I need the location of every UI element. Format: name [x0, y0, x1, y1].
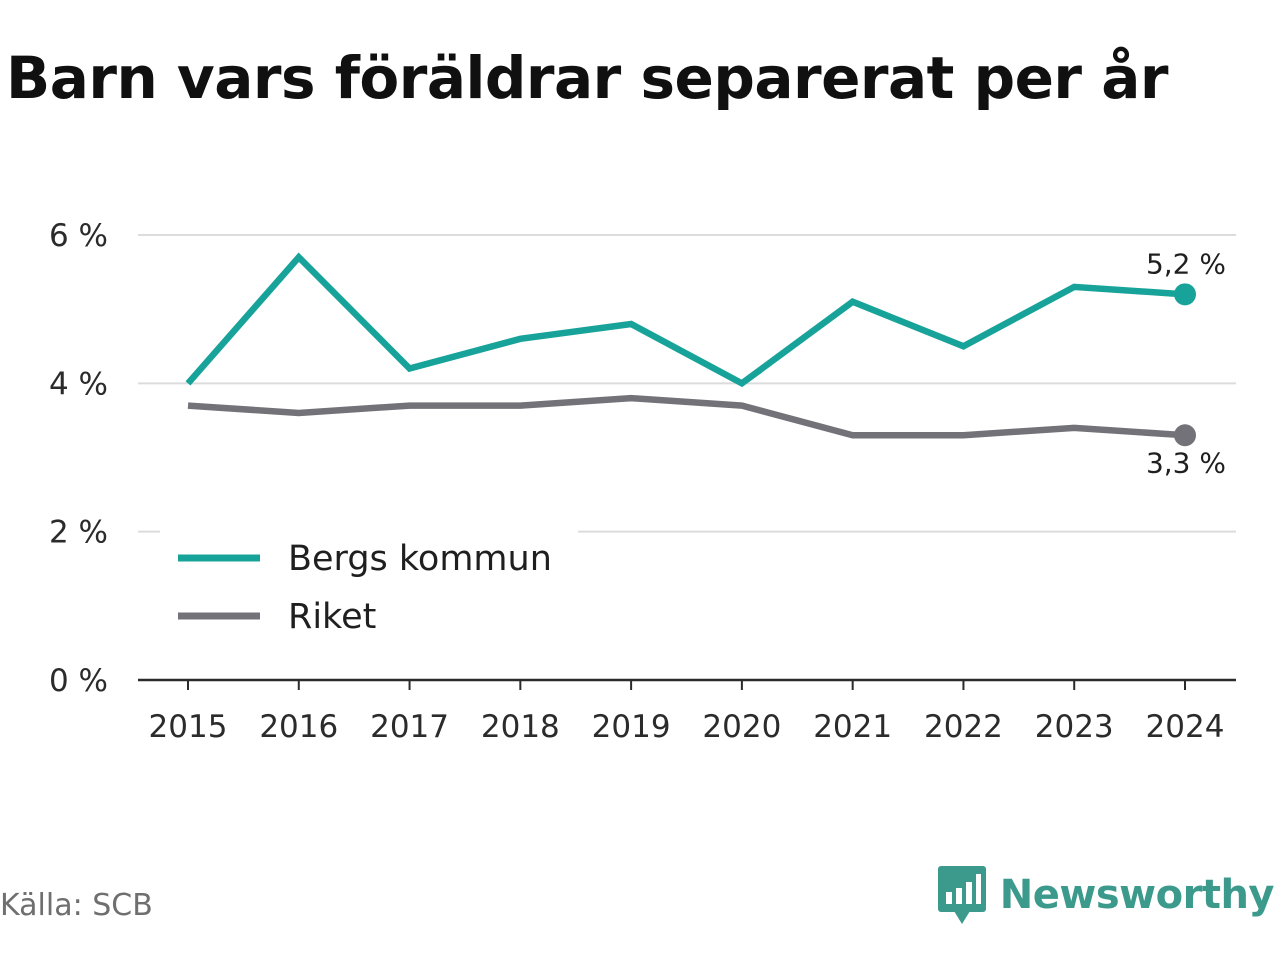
series-end-point	[1174, 424, 1196, 447]
y-tick-label: 6 %	[49, 218, 108, 254]
legend-label: Riket	[288, 597, 376, 637]
x-tick-label: 2019	[592, 709, 671, 745]
x-tick-label: 2023	[1035, 709, 1114, 745]
legend-background	[160, 529, 578, 645]
series-end-label: 5,2 %	[1146, 247, 1226, 280]
newsworthy-logo-icon	[937, 866, 986, 924]
chart-title: Barn vars föräldrar separerat per år	[6, 44, 1168, 112]
x-tick-label: 2018	[481, 709, 560, 745]
x-tick-label: 2017	[370, 709, 449, 745]
series-lines: 5,2 % 3,3 %	[185, 247, 1226, 479]
x-tick-label: 2024	[1146, 709, 1225, 745]
brand-name: Newsworthy	[999, 872, 1275, 918]
series-line	[187, 394, 1186, 439]
x-tick-label: 2020	[702, 709, 781, 745]
y-tick-label: 0 %	[49, 663, 108, 699]
brand-logo[interactable]: Newsworthy	[936, 864, 1275, 926]
x-tick-label: 2015	[149, 709, 228, 745]
series-line	[185, 252, 1186, 388]
legend-label: Bergs kommun	[288, 539, 552, 579]
x-axis: 2015 2016 2017 2018 2019 2020 2021 2022 2023 2024	[138, 678, 1236, 745]
legend: Bergs kommun Riket	[160, 529, 578, 645]
y-tick-label: 2 %	[49, 515, 108, 551]
x-tick-label: 2021	[813, 709, 892, 745]
x-tick-label: 2022	[924, 709, 1003, 745]
x-tick-label: 2016	[259, 709, 338, 745]
series-end-label: 3,3 %	[1146, 446, 1226, 479]
series-end-point	[1174, 283, 1196, 306]
y-tick-label: 4 %	[49, 366, 108, 402]
y-axis-tick-labels: 0 % 2 % 4 % 6 %	[49, 218, 108, 699]
grid-lines	[138, 234, 1236, 533]
source-note: Källa: SCB	[0, 888, 153, 923]
